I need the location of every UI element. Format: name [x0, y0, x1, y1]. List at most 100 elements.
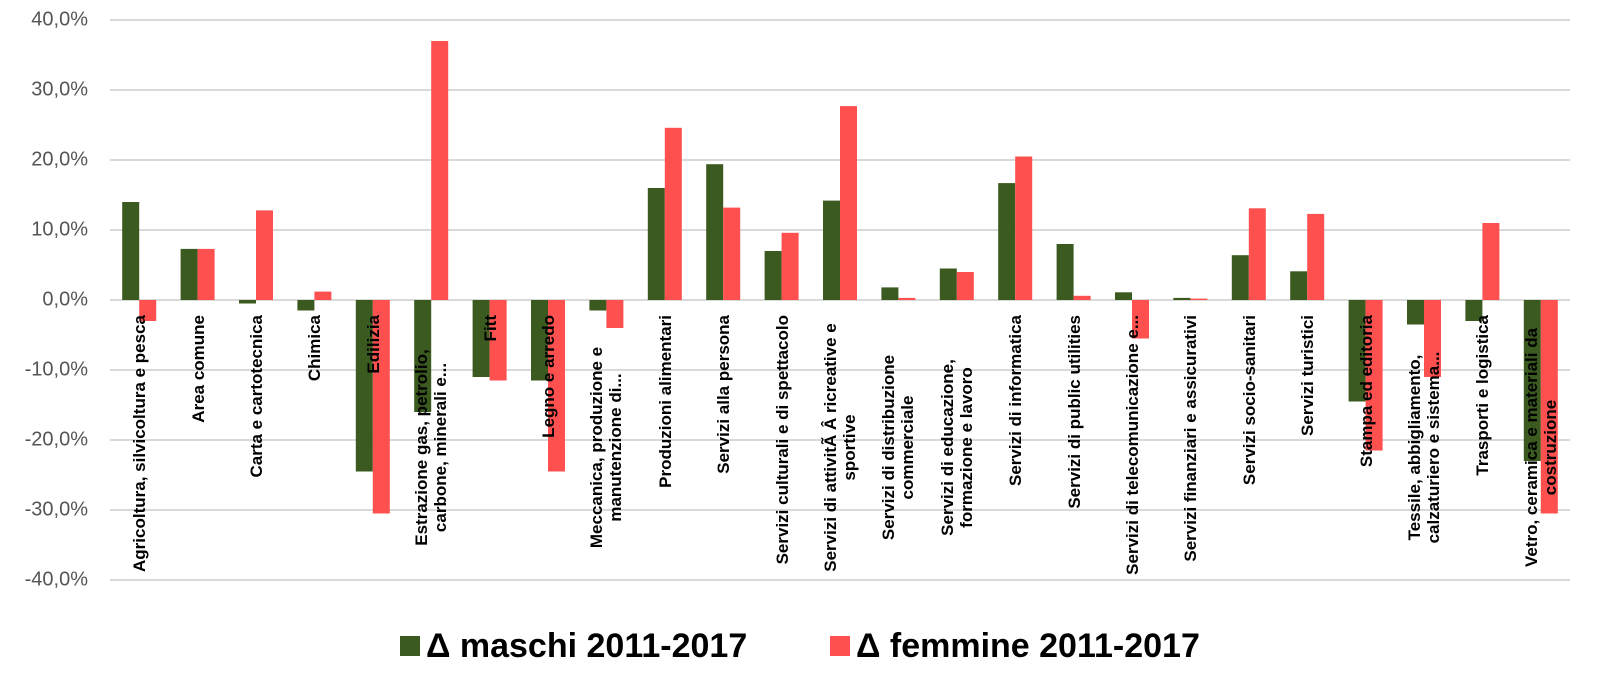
- x-tick-label: Legno e arredo: [523, 315, 573, 580]
- x-tick-label: Area comune: [173, 315, 223, 580]
- x-tick-label: Servizi alla persona: [698, 315, 748, 580]
- category-text: Servizi di distribuzione commerciale: [879, 354, 918, 541]
- bar: [372, 300, 390, 514]
- bar: [180, 248, 198, 300]
- bar: [1056, 244, 1074, 300]
- bar: [489, 300, 507, 381]
- x-tick-label: Fitt: [465, 315, 515, 580]
- bar: [939, 268, 957, 300]
- category-text: Servizi finanziari e assicurativi: [1180, 315, 1200, 562]
- bar: [531, 300, 548, 381]
- category-text: Estrazione gas, petrolio, carbone, miner…: [412, 349, 451, 546]
- x-tick-label: Servizi di distribuzione commerciale: [873, 315, 923, 580]
- category-text: Servizi culturali e di spettacolo: [772, 315, 792, 565]
- category-text: Chimica: [304, 315, 324, 382]
- bar: [1424, 300, 1441, 377]
- y-tick-label: 0,0%: [42, 288, 88, 310]
- legend-swatch: [400, 636, 420, 656]
- x-tick-label: Produzioni alimentari: [640, 315, 690, 580]
- bar: [548, 300, 565, 472]
- y-tick-label: 10,0%: [31, 218, 88, 240]
- bar: [664, 127, 682, 300]
- category-text: Fitt: [480, 315, 500, 342]
- x-tick-label: Servizi di educazione, formazione e lavo…: [932, 315, 982, 580]
- bar: [1173, 297, 1191, 300]
- category-text: Area comune: [188, 315, 208, 423]
- legend-label: Δ maschi 2011-2017: [426, 627, 747, 665]
- category-text: Agricoltura, silvicoltura e pesca: [129, 315, 149, 572]
- x-tick-label: Trasporti e logistica: [1457, 315, 1507, 580]
- category-text: Servizi turistici: [1297, 315, 1317, 436]
- category-text: Stampa ed editoria: [1356, 315, 1376, 468]
- category-text: Servizi di informatica: [1005, 315, 1025, 486]
- bar: [239, 300, 256, 304]
- y-tick-label: 20,0%: [31, 148, 88, 170]
- bar: [956, 272, 974, 300]
- category-text: Trasporti e logistica: [1472, 315, 1492, 476]
- x-tick-label: Servizi di public utilities: [1049, 315, 1099, 580]
- category-text: Servizi alla persona: [713, 315, 733, 474]
- bar: [840, 106, 857, 300]
- category-text: Edilizia: [363, 315, 383, 374]
- bar: [1365, 300, 1383, 451]
- bar: [1465, 300, 1483, 321]
- bar: [589, 300, 607, 311]
- y-tick-label: -10,0%: [25, 358, 89, 380]
- bar: [139, 300, 157, 321]
- bar: [1523, 300, 1541, 461]
- legend-swatch: [830, 636, 850, 656]
- x-tick-label: Edilizia: [348, 315, 398, 580]
- bar: [1073, 295, 1091, 300]
- x-tick-label: Servizi di informatica: [990, 315, 1040, 580]
- bar: [998, 183, 1016, 300]
- category-text: Legno e arredo: [538, 315, 558, 438]
- x-tick-label: Servizi socio-sanitari: [1224, 315, 1274, 580]
- x-tick-label: Servizi turistici: [1282, 315, 1332, 580]
- x-tick-label: Estrazione gas, petrolio, carbone, miner…: [406, 315, 456, 580]
- y-tick-label: -30,0%: [25, 498, 89, 520]
- x-tick-label: Vetro, ceramica e materiali da costruzio…: [1516, 315, 1566, 580]
- bar: [1115, 292, 1132, 300]
- category-text: Servizi di attivitÃ Â ricreative e sport…: [821, 323, 859, 572]
- bar: [1482, 223, 1500, 300]
- bar: [1248, 208, 1266, 300]
- category-text: Carta e cartotecnica: [246, 315, 266, 478]
- category-text: Servizi socio-sanitari: [1239, 315, 1259, 486]
- bar: [823, 200, 840, 300]
- x-tick-label: Servizi culturali e di spettacolo: [757, 315, 807, 580]
- bar: [764, 251, 782, 300]
- bar: [355, 300, 373, 472]
- bar: [314, 291, 332, 300]
- bar: [1407, 300, 1424, 325]
- y-tick-label: -20,0%: [25, 428, 89, 450]
- x-tick-label: Tessile, abbigliamento, calzaturiero e s…: [1399, 315, 1449, 580]
- y-tick-label: -40,0%: [25, 568, 89, 590]
- y-tick-label: 30,0%: [31, 78, 88, 100]
- bar: [197, 248, 215, 300]
- category-text: Vetro, ceramica e materiali da costruzio…: [1521, 327, 1560, 568]
- category-text: Produzioni alimentari: [655, 315, 675, 488]
- bar: [431, 41, 449, 300]
- category-text: Servizi di educazione, formazione e lavo…: [937, 359, 976, 536]
- bar: [1348, 300, 1366, 402]
- bar: [1190, 298, 1208, 300]
- category-text: Servizi di telecomunicazione e...: [1122, 315, 1142, 575]
- y-tick-label: 40,0%: [31, 8, 88, 30]
- bar: [122, 202, 140, 300]
- x-tick-label: Meccanica, produzione e manutenzione di.…: [581, 315, 631, 580]
- bar: [898, 297, 916, 300]
- bar: [706, 164, 724, 300]
- legend-label: Δ femmine 2011-2017: [856, 627, 1200, 665]
- bar: [1290, 271, 1308, 300]
- bar: [1015, 156, 1033, 300]
- bar: [647, 188, 665, 300]
- x-tick-label: Servizi di telecomunicazione e...: [1107, 315, 1157, 580]
- bar: [1307, 213, 1325, 300]
- bar: [472, 300, 490, 377]
- x-tick-label: Servizi di attivitÃ Â ricreative e sport…: [815, 315, 865, 580]
- x-tick-label: Agricoltura, silvicoltura e pesca: [114, 315, 164, 580]
- bar: [606, 300, 624, 328]
- bar: [723, 207, 741, 300]
